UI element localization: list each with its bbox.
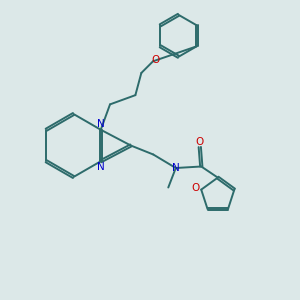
Text: N: N <box>97 119 105 129</box>
Text: N: N <box>97 162 105 172</box>
Text: O: O <box>192 183 200 193</box>
Text: N: N <box>172 163 180 173</box>
Text: O: O <box>152 55 160 65</box>
Text: O: O <box>196 136 204 147</box>
